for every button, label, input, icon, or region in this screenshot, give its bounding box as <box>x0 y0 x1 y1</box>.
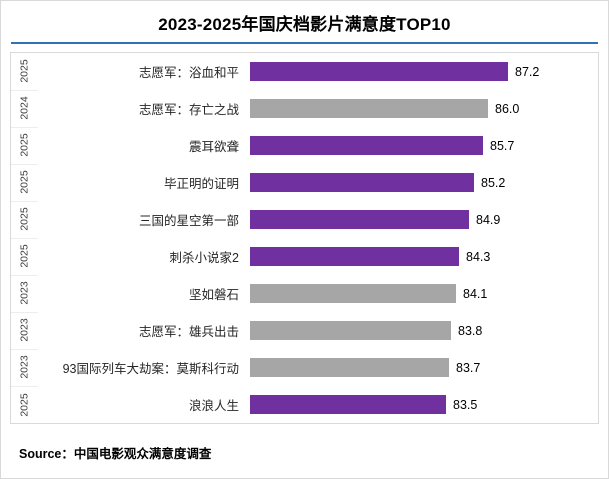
bar-track: 83.7 <box>250 349 598 386</box>
year-axis-label: 2024 <box>18 96 31 120</box>
year-axis-label: 2025 <box>18 59 31 83</box>
year-axis-cell: 2025 <box>11 201 38 239</box>
film-name-label: 震耳欲聋 <box>188 140 239 154</box>
chart-row: 2025 刺杀小说家2 84.3 <box>11 238 598 276</box>
year-axis-cell: 2023 <box>11 275 38 313</box>
satisfaction-bar <box>250 395 446 414</box>
chart-row: 2025 震耳欲聋 85.7 <box>11 127 598 165</box>
value-label: 83.8 <box>458 323 483 338</box>
satisfaction-bar <box>250 284 456 303</box>
bar-track: 85.7 <box>250 127 598 164</box>
year-axis-cell: 2025 <box>11 53 38 91</box>
film-name-label: 刺杀小说家2 <box>169 251 239 265</box>
chart-row: 2023 坚如磐石 84.1 <box>11 275 598 313</box>
year-axis-label: 2025 <box>18 244 31 268</box>
bar-track: 85.2 <box>250 164 598 201</box>
film-name-label: 志愿军：存亡之战 <box>138 103 239 117</box>
bar-track: 83.8 <box>250 312 598 349</box>
value-label: 84.3 <box>466 249 491 264</box>
year-axis-cell: 2025 <box>11 164 38 202</box>
year-axis-cell: 2025 <box>11 127 38 165</box>
chart-row: 2024 志愿军：存亡之战 86.0 <box>11 90 598 128</box>
satisfaction-bar <box>250 99 488 118</box>
chart-row: 2025 志愿军：浴血和平 87.2 <box>11 53 598 91</box>
year-axis-label: 2025 <box>18 392 31 417</box>
chart-title: 2023-2025年国庆档影片满意度TOP10 <box>158 15 451 34</box>
chart-row: 2025 毕正明的证明 85.2 <box>11 164 598 202</box>
year-axis-cell: 2023 <box>11 349 38 387</box>
value-label: 83.5 <box>453 397 478 412</box>
film-name-label: 毕正明的证明 <box>163 177 239 191</box>
bar-track: 84.9 <box>250 201 598 238</box>
film-name-label: 志愿军：浴血和平 <box>138 66 239 80</box>
value-label: 86.0 <box>495 101 520 116</box>
year-axis-cell: 2023 <box>11 312 38 350</box>
value-label: 87.2 <box>515 64 540 79</box>
value-label: 84.9 <box>476 212 501 227</box>
bar-track: 84.3 <box>250 238 598 275</box>
chart-row: 2023 志愿军：雄兵出击 83.8 <box>11 312 598 350</box>
film-name-label: 93国际列车大劫案：莫斯科行动 <box>62 362 239 376</box>
year-axis-cell: 2025 <box>11 238 38 276</box>
film-name-label: 三国的星空第一部 <box>138 214 239 228</box>
bar-track: 84.1 <box>250 275 598 312</box>
year-axis-label: 2023 <box>18 281 31 305</box>
chart-row: 2023 93国际列车大劫案：莫斯科行动 83.7 <box>11 349 598 387</box>
bar-track: 83.5 <box>250 386 598 423</box>
satisfaction-bar <box>250 173 474 192</box>
value-label: 84.1 <box>463 286 488 301</box>
satisfaction-bar <box>250 247 459 266</box>
value-label: 85.7 <box>490 138 515 153</box>
source-label: Source：中国电影观众满意度调查 <box>19 447 212 461</box>
year-axis-cell: 2025 <box>11 386 38 423</box>
satisfaction-bar <box>250 210 469 229</box>
year-axis-label: 2025 <box>18 133 31 157</box>
year-axis-label: 2025 <box>18 170 31 194</box>
satisfaction-bar <box>250 358 449 377</box>
bar-track: 87.2 <box>250 53 598 90</box>
film-name-label: 浪浪人生 <box>188 399 239 413</box>
chart-row: 2025 浪浪人生 83.5 <box>11 386 598 423</box>
title-underline <box>11 42 598 44</box>
film-name-label: 志愿军：雄兵出击 <box>138 325 239 339</box>
satisfaction-bar <box>250 136 483 155</box>
value-label: 85.2 <box>481 175 506 190</box>
chart-area: 2025 志愿军：浴血和平 87.2 2024 志愿军：存亡之战 86.0 20… <box>10 52 599 424</box>
year-axis-label: 2023 <box>18 318 31 342</box>
year-axis-label: 2023 <box>18 355 31 379</box>
year-axis-cell: 2024 <box>11 90 38 128</box>
value-label: 83.7 <box>456 360 481 375</box>
satisfaction-bar <box>250 321 451 340</box>
chart-row: 2025 三国的星空第一部 84.9 <box>11 201 598 239</box>
year-axis-label: 2025 <box>18 207 31 231</box>
satisfaction-bar <box>250 62 508 81</box>
bar-track: 86.0 <box>250 90 598 127</box>
film-name-label: 坚如磐石 <box>188 288 239 302</box>
